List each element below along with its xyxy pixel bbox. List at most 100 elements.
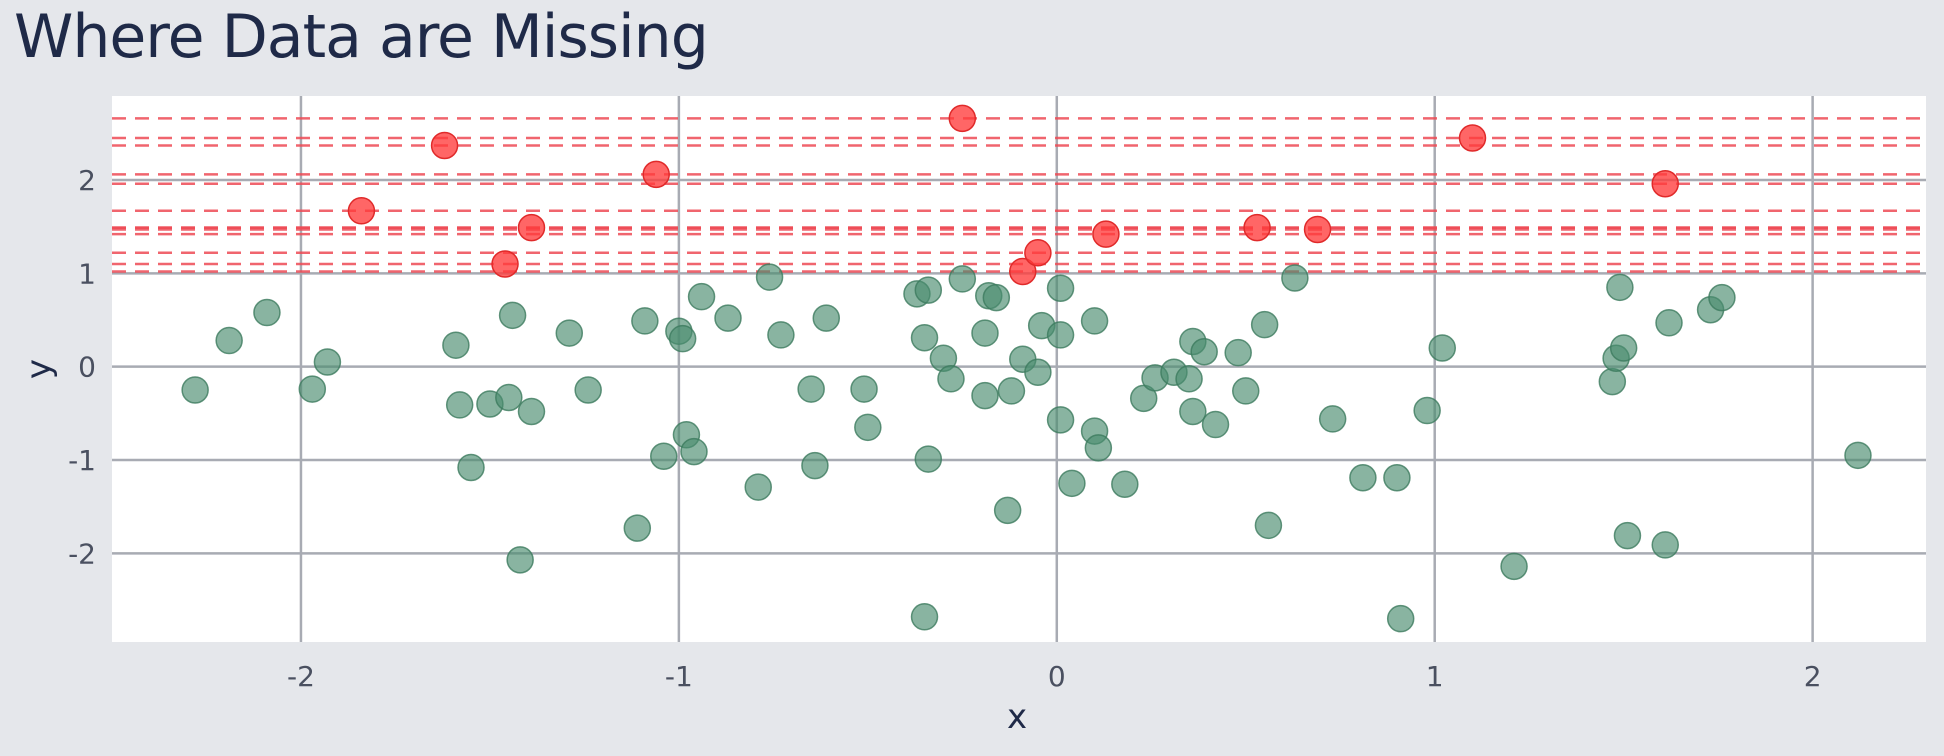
- observed-point: [1190, 337, 1218, 366]
- missing-point: [1243, 213, 1271, 242]
- missing-point: [1458, 124, 1487, 152]
- tick-labels-layer: -2 -1 0 1 2 -2 -1 0 1 2: [68, 164, 1821, 693]
- observed-point: [755, 263, 784, 291]
- observed-point: [910, 323, 939, 352]
- observed-point: [1386, 604, 1415, 633]
- observed-point: [517, 397, 546, 426]
- observed-point: [1598, 367, 1627, 396]
- observed-point: [1179, 397, 1207, 426]
- x-axis-title: x: [1007, 697, 1027, 737]
- observed-point: [812, 304, 841, 332]
- observed-point: [744, 473, 772, 501]
- observed-point: [1046, 274, 1075, 303]
- observed-point: [1224, 338, 1252, 367]
- observed-point: [1318, 405, 1347, 433]
- missing-point: [347, 197, 376, 225]
- y-tick-label: 0: [78, 351, 96, 384]
- x-tick-label: 2: [1804, 660, 1822, 693]
- observed-point: [801, 451, 829, 480]
- observed-point: [1175, 365, 1203, 393]
- missing-lines-layer: [112, 117, 1926, 273]
- observed-point: [313, 348, 342, 376]
- observed-point: [937, 365, 965, 393]
- missing-point: [517, 213, 546, 242]
- chart-title: Where Data are Missing: [14, 2, 709, 72]
- observed-point: [1349, 463, 1377, 492]
- observed-point: [445, 391, 474, 419]
- observed-point: [1606, 273, 1634, 302]
- observed-point: [574, 376, 602, 404]
- observed-point: [623, 514, 652, 542]
- observed-point: [181, 376, 209, 404]
- observed-point: [253, 298, 281, 327]
- observed-point: [1383, 463, 1411, 492]
- observed-point: [997, 377, 1026, 405]
- x-tick-label: 0: [1048, 660, 1066, 693]
- observed-point: [1708, 283, 1736, 312]
- x-tick-label: -1: [665, 660, 693, 693]
- y-tick-label: -1: [68, 444, 96, 477]
- points-layer: [181, 104, 1872, 633]
- missing-point: [642, 160, 670, 189]
- observed-point: [914, 445, 943, 473]
- observed-point: [1084, 434, 1113, 462]
- missing-point: [491, 250, 519, 278]
- observed-point: [1046, 321, 1075, 349]
- observed-point: [1250, 310, 1279, 339]
- observed-point: [1201, 410, 1230, 439]
- observed-point: [714, 304, 742, 332]
- y-tick-label: 2: [78, 164, 96, 197]
- missing-point: [430, 131, 459, 160]
- observed-point: [506, 546, 534, 574]
- observed-point: [993, 496, 1022, 525]
- missing-point: [1303, 215, 1332, 244]
- observed-point: [767, 321, 795, 349]
- observed-point: [457, 453, 485, 482]
- observed-point: [1651, 531, 1679, 559]
- observed-point: [1232, 377, 1260, 405]
- observed-point: [850, 375, 878, 403]
- missing-point: [1009, 257, 1037, 286]
- observed-point: [1413, 396, 1441, 425]
- observed-point: [948, 265, 977, 293]
- observed-point: [1254, 511, 1283, 540]
- observed-point: [971, 319, 999, 347]
- observed-point: [1111, 470, 1139, 499]
- observed-point: [854, 413, 882, 442]
- observed-point: [1609, 334, 1638, 362]
- observed-point: [668, 324, 697, 353]
- observed-point: [495, 383, 523, 412]
- observed-point: [1058, 469, 1086, 498]
- observed-point: [1281, 264, 1309, 292]
- observed-point: [1844, 441, 1872, 470]
- observed-point: [631, 307, 659, 335]
- observed-point: [680, 437, 708, 466]
- observed-point: [442, 331, 470, 359]
- observed-point: [910, 603, 939, 631]
- observed-point: [1500, 552, 1528, 581]
- missing-point: [948, 104, 977, 133]
- y-axis-title: y: [19, 359, 59, 379]
- observed-point: [1428, 334, 1457, 362]
- x-tick-label: -2: [287, 660, 315, 693]
- observed-point: [1046, 406, 1075, 434]
- observed-point: [914, 276, 943, 304]
- observed-point: [1655, 309, 1683, 337]
- observed-point: [215, 326, 243, 355]
- observed-point: [971, 381, 999, 410]
- missing-point: [1092, 220, 1120, 248]
- observed-point: [1024, 358, 1052, 387]
- observed-point: [1080, 307, 1109, 335]
- y-tick-label: 1: [78, 257, 96, 290]
- observed-point: [498, 301, 527, 330]
- observed-point: [298, 375, 327, 403]
- observed-point: [797, 375, 825, 403]
- x-tick-label: 1: [1426, 660, 1444, 693]
- observed-point: [1613, 521, 1642, 550]
- observed-point: [650, 442, 678, 471]
- observed-point: [687, 282, 716, 311]
- missing-point: [1024, 239, 1052, 267]
- observed-point: [555, 319, 584, 347]
